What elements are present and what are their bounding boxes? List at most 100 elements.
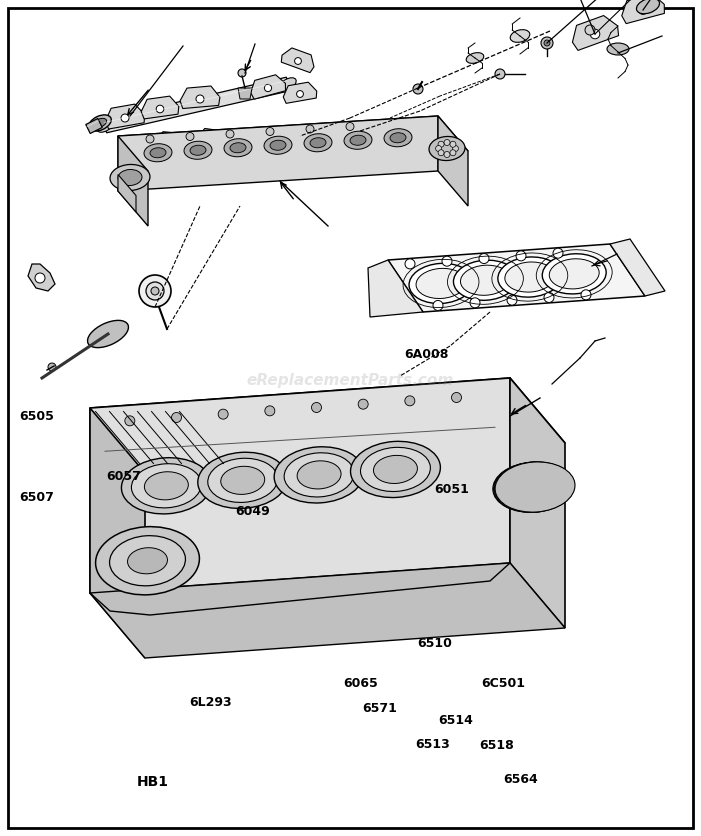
- Circle shape: [541, 37, 553, 49]
- Text: 6A008: 6A008: [404, 348, 448, 361]
- Circle shape: [590, 29, 600, 38]
- Polygon shape: [118, 116, 468, 171]
- Text: HB1: HB1: [137, 775, 169, 788]
- Circle shape: [35, 273, 45, 283]
- Circle shape: [452, 145, 458, 151]
- Ellipse shape: [89, 115, 111, 131]
- Ellipse shape: [310, 138, 326, 148]
- Polygon shape: [105, 104, 144, 129]
- Ellipse shape: [505, 262, 554, 292]
- Text: 6571: 6571: [362, 702, 397, 716]
- Ellipse shape: [97, 120, 113, 132]
- Polygon shape: [283, 82, 317, 104]
- Polygon shape: [118, 116, 438, 191]
- Ellipse shape: [184, 141, 212, 160]
- Polygon shape: [153, 132, 197, 156]
- Circle shape: [516, 251, 526, 261]
- Ellipse shape: [95, 527, 199, 595]
- Polygon shape: [438, 116, 468, 206]
- Polygon shape: [28, 264, 55, 291]
- Ellipse shape: [144, 472, 189, 500]
- Ellipse shape: [190, 145, 206, 155]
- Ellipse shape: [409, 263, 473, 303]
- Ellipse shape: [304, 134, 332, 152]
- Circle shape: [346, 123, 354, 130]
- Text: 6513: 6513: [416, 737, 451, 751]
- Circle shape: [444, 151, 450, 157]
- Circle shape: [450, 150, 456, 155]
- Text: 6564: 6564: [503, 772, 538, 786]
- Ellipse shape: [128, 548, 168, 573]
- Text: 6518: 6518: [479, 739, 514, 752]
- Polygon shape: [90, 378, 565, 473]
- Polygon shape: [622, 0, 665, 23]
- Ellipse shape: [495, 462, 575, 512]
- Text: eReplacementParts.com: eReplacementParts.com: [246, 374, 454, 389]
- Text: 6505: 6505: [20, 410, 55, 423]
- Ellipse shape: [88, 320, 128, 348]
- Ellipse shape: [274, 446, 364, 503]
- Ellipse shape: [493, 462, 573, 512]
- Polygon shape: [86, 119, 102, 134]
- Circle shape: [544, 40, 550, 46]
- Circle shape: [139, 275, 171, 307]
- Ellipse shape: [607, 43, 629, 55]
- Circle shape: [146, 282, 164, 300]
- Ellipse shape: [131, 464, 201, 508]
- Circle shape: [146, 135, 154, 143]
- Text: 6L293: 6L293: [189, 696, 232, 709]
- Ellipse shape: [543, 254, 606, 294]
- Circle shape: [444, 140, 450, 145]
- Circle shape: [297, 90, 304, 98]
- Ellipse shape: [264, 136, 292, 155]
- Circle shape: [405, 395, 415, 405]
- Polygon shape: [118, 136, 148, 226]
- Circle shape: [544, 293, 554, 303]
- Circle shape: [218, 409, 228, 419]
- Ellipse shape: [207, 458, 278, 502]
- Polygon shape: [281, 48, 314, 73]
- Polygon shape: [195, 129, 235, 152]
- Circle shape: [639, 6, 648, 14]
- Ellipse shape: [118, 170, 142, 186]
- Ellipse shape: [198, 452, 287, 508]
- Circle shape: [311, 402, 322, 412]
- Ellipse shape: [93, 119, 107, 128]
- Circle shape: [238, 69, 246, 77]
- Polygon shape: [90, 563, 565, 658]
- Circle shape: [264, 84, 271, 92]
- Ellipse shape: [144, 144, 172, 162]
- Circle shape: [266, 128, 274, 135]
- Ellipse shape: [637, 0, 660, 13]
- Polygon shape: [104, 77, 290, 133]
- Polygon shape: [118, 175, 136, 212]
- Ellipse shape: [350, 441, 440, 497]
- Text: 6514: 6514: [438, 714, 473, 727]
- Ellipse shape: [297, 461, 341, 489]
- Ellipse shape: [360, 447, 430, 492]
- Circle shape: [433, 300, 443, 310]
- Circle shape: [125, 415, 135, 426]
- Polygon shape: [388, 244, 645, 312]
- Ellipse shape: [109, 536, 186, 586]
- Ellipse shape: [284, 453, 354, 497]
- Text: 6057: 6057: [107, 470, 142, 483]
- Circle shape: [151, 287, 159, 295]
- Text: 6C501: 6C501: [481, 677, 525, 691]
- Text: 6510: 6510: [417, 637, 452, 650]
- Circle shape: [306, 125, 314, 133]
- Ellipse shape: [550, 259, 599, 289]
- Ellipse shape: [224, 139, 252, 157]
- Text: 6065: 6065: [343, 677, 379, 691]
- Ellipse shape: [374, 456, 417, 483]
- Polygon shape: [90, 378, 510, 593]
- Circle shape: [121, 114, 129, 122]
- Circle shape: [186, 132, 194, 140]
- Circle shape: [585, 25, 595, 35]
- Circle shape: [470, 298, 480, 308]
- Ellipse shape: [230, 143, 246, 153]
- Ellipse shape: [416, 268, 466, 298]
- Ellipse shape: [390, 133, 406, 143]
- Ellipse shape: [110, 165, 150, 191]
- Circle shape: [48, 363, 56, 371]
